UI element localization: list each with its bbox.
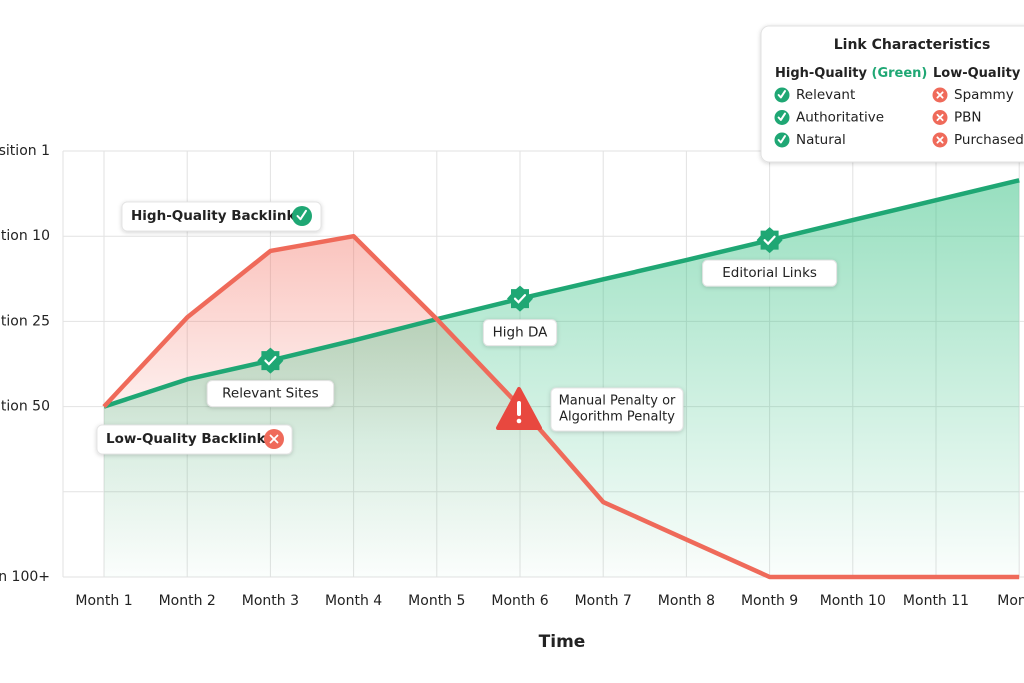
x-tick-label: Month 2 — [159, 593, 216, 609]
annotation-box — [482, 319, 558, 347]
x-tick-label: Month 9 — [741, 593, 798, 609]
x-axis-label: Time — [539, 632, 586, 652]
series-label: High-Quality Backlinks — [131, 208, 303, 224]
series-label: Low-Quality Backlinks — [106, 431, 274, 447]
check-mark — [777, 112, 786, 121]
legend-title: Link Characteristics — [834, 37, 991, 53]
legend-group-tag: (Green) — [872, 66, 928, 81]
x-tick-label: Month 8 — [658, 593, 715, 609]
x-tick-label: Month 3 — [242, 593, 299, 609]
legend-item: Authoritative — [796, 110, 884, 126]
y-tick-label: ition 25 — [0, 313, 50, 329]
annotation-box — [121, 201, 322, 232]
cross-mark — [936, 136, 944, 144]
y-tick-label: sition 10 — [0, 228, 50, 244]
legend-box — [760, 25, 1024, 163]
annotation: Editorial Links — [722, 265, 817, 281]
y-tick-label: osition 1 — [0, 143, 50, 159]
penalty-text: Manual Penalty or — [559, 394, 676, 409]
check-mark — [264, 355, 277, 366]
legend-group: Low-Quality (R — [933, 66, 1024, 81]
warning-bang — [517, 401, 521, 416]
badge — [756, 227, 783, 254]
x-tick-label: Month 11 — [903, 593, 969, 609]
legend-item: Spammy — [954, 87, 1014, 103]
badge — [507, 285, 533, 312]
legend-group: High-Quality (Green) — [775, 66, 927, 81]
annotation: Relevant Sites — [222, 386, 319, 402]
check-mark — [777, 135, 786, 144]
x-tick-label: Month 7 — [575, 593, 632, 609]
check-mark — [296, 209, 307, 221]
y-tick-label: ition 50 — [0, 399, 50, 415]
x-tick-label: Month 1 — [75, 593, 132, 609]
badge — [257, 347, 284, 374]
annotation-box — [550, 387, 684, 432]
x-tick-label: Month 5 — [408, 593, 465, 609]
y-tick-label: on 100+ — [0, 569, 50, 585]
legend-group-label: High-Quality — [775, 66, 867, 81]
line — [103, 178, 1020, 409]
line — [102, 233, 1020, 580]
check-mark — [763, 235, 776, 246]
annotation-box — [206, 380, 335, 408]
cross-mark — [936, 113, 944, 122]
area — [104, 180, 1020, 577]
warning-dot — [516, 418, 522, 424]
legend-item: PBN — [954, 110, 982, 126]
x-tick-label: Month 10 — [820, 593, 886, 609]
cross-mark — [269, 434, 279, 444]
annotation-box — [96, 424, 293, 455]
legend-item: Natural — [796, 132, 846, 148]
legend-item: Purchased — [954, 132, 1024, 148]
x-tick-label: Month 6 — [491, 593, 548, 609]
check-mark — [777, 90, 786, 99]
x-tick-label: Month 4 — [325, 593, 382, 609]
check-mark — [513, 294, 527, 304]
cross-mark — [936, 91, 944, 99]
annotation: High DA — [493, 325, 548, 341]
x-tick-label: Month — [997, 593, 1024, 609]
annotation-box — [702, 259, 838, 287]
legend-item: Relevant — [796, 87, 855, 103]
penalty-text: Algorithm Penalty — [559, 410, 675, 425]
legend-group-label: Low-Quality — [933, 66, 1021, 81]
